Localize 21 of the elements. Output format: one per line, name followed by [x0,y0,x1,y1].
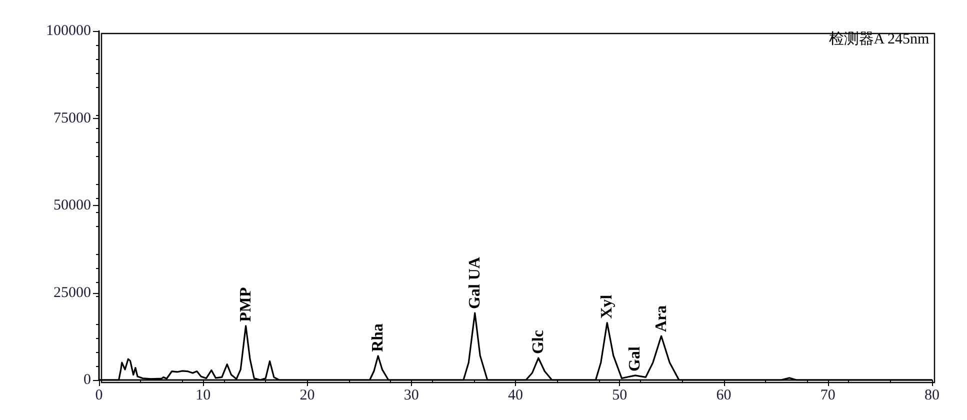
annotation: PMP [237,287,254,322]
x-tick-label: 0 [95,388,103,404]
y-tick-label: 0 [84,372,91,388]
annotation: Gal [626,346,644,372]
annotation: Gal UA [466,256,484,309]
x-tick-label: 50 [612,388,628,404]
x-tick-label: 10 [196,388,211,404]
annotation: Rha [370,323,387,352]
y-tick-label: 50000 [54,198,91,214]
x-tick-label: 70 [820,388,836,404]
y-tick-label: 100000 [46,23,91,39]
x-tick-label: 60 [716,388,732,404]
annotation: Xyl [598,294,616,319]
annotation: Glc [530,330,547,354]
x-tick-label: 40 [508,388,523,404]
x-tick-label: 80 [924,388,940,404]
annotation: Ara [652,305,670,332]
y-tick-label: 25000 [54,284,91,301]
x-tick-label: 20 [300,388,315,404]
y-tick-label: 75000 [54,110,91,126]
x-tick-label: 30 [404,388,419,404]
